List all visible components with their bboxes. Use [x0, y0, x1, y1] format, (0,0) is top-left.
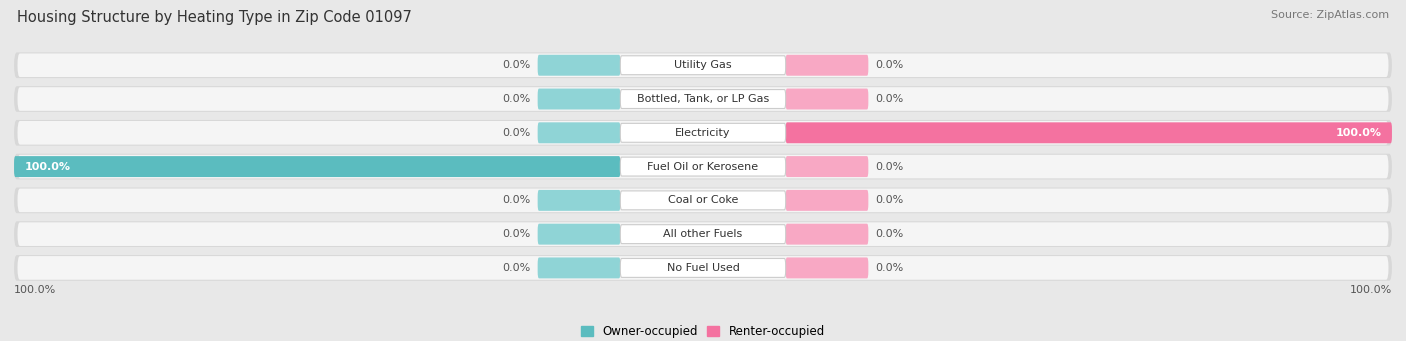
- FancyBboxPatch shape: [620, 225, 786, 243]
- Text: 100.0%: 100.0%: [24, 162, 70, 172]
- FancyBboxPatch shape: [14, 188, 1392, 213]
- FancyBboxPatch shape: [620, 90, 786, 108]
- Text: 0.0%: 0.0%: [502, 229, 531, 239]
- FancyBboxPatch shape: [537, 257, 620, 278]
- FancyBboxPatch shape: [786, 224, 869, 244]
- FancyBboxPatch shape: [14, 86, 1392, 112]
- FancyBboxPatch shape: [17, 121, 1389, 145]
- Text: 100.0%: 100.0%: [1336, 128, 1382, 138]
- FancyBboxPatch shape: [537, 89, 620, 109]
- Text: 0.0%: 0.0%: [875, 94, 904, 104]
- FancyBboxPatch shape: [17, 256, 1389, 280]
- FancyBboxPatch shape: [14, 221, 1392, 247]
- Text: 0.0%: 0.0%: [502, 195, 531, 205]
- FancyBboxPatch shape: [14, 154, 1392, 179]
- Text: Electricity: Electricity: [675, 128, 731, 138]
- FancyBboxPatch shape: [620, 258, 786, 277]
- FancyBboxPatch shape: [786, 89, 869, 109]
- Text: Source: ZipAtlas.com: Source: ZipAtlas.com: [1271, 10, 1389, 20]
- Text: 0.0%: 0.0%: [502, 263, 531, 273]
- Text: Bottled, Tank, or LP Gas: Bottled, Tank, or LP Gas: [637, 94, 769, 104]
- FancyBboxPatch shape: [537, 122, 620, 143]
- Text: Fuel Oil or Kerosene: Fuel Oil or Kerosene: [647, 162, 759, 172]
- Text: Housing Structure by Heating Type in Zip Code 01097: Housing Structure by Heating Type in Zip…: [17, 10, 412, 25]
- FancyBboxPatch shape: [537, 55, 620, 76]
- FancyBboxPatch shape: [786, 55, 869, 76]
- Legend: Owner-occupied, Renter-occupied: Owner-occupied, Renter-occupied: [576, 321, 830, 341]
- Text: 100.0%: 100.0%: [1350, 285, 1392, 295]
- FancyBboxPatch shape: [14, 53, 1392, 78]
- FancyBboxPatch shape: [17, 54, 1389, 77]
- FancyBboxPatch shape: [620, 157, 786, 176]
- Text: 0.0%: 0.0%: [502, 60, 531, 70]
- FancyBboxPatch shape: [17, 155, 1389, 178]
- FancyBboxPatch shape: [786, 156, 869, 177]
- Text: 0.0%: 0.0%: [875, 162, 904, 172]
- Text: 0.0%: 0.0%: [875, 263, 904, 273]
- Text: Coal or Coke: Coal or Coke: [668, 195, 738, 205]
- FancyBboxPatch shape: [786, 190, 869, 211]
- FancyBboxPatch shape: [14, 120, 1392, 146]
- FancyBboxPatch shape: [620, 191, 786, 210]
- Text: 0.0%: 0.0%: [502, 128, 531, 138]
- Text: All other Fuels: All other Fuels: [664, 229, 742, 239]
- FancyBboxPatch shape: [14, 156, 620, 177]
- FancyBboxPatch shape: [14, 255, 1392, 281]
- FancyBboxPatch shape: [17, 189, 1389, 212]
- Text: 0.0%: 0.0%: [502, 94, 531, 104]
- FancyBboxPatch shape: [786, 257, 869, 278]
- FancyBboxPatch shape: [17, 87, 1389, 111]
- Text: 100.0%: 100.0%: [14, 285, 56, 295]
- FancyBboxPatch shape: [620, 123, 786, 142]
- FancyBboxPatch shape: [786, 122, 1392, 143]
- Text: No Fuel Used: No Fuel Used: [666, 263, 740, 273]
- Text: 0.0%: 0.0%: [875, 60, 904, 70]
- FancyBboxPatch shape: [620, 56, 786, 75]
- FancyBboxPatch shape: [537, 224, 620, 244]
- FancyBboxPatch shape: [537, 190, 620, 211]
- Text: 0.0%: 0.0%: [875, 229, 904, 239]
- Text: Utility Gas: Utility Gas: [675, 60, 731, 70]
- FancyBboxPatch shape: [17, 222, 1389, 246]
- Text: 0.0%: 0.0%: [875, 195, 904, 205]
